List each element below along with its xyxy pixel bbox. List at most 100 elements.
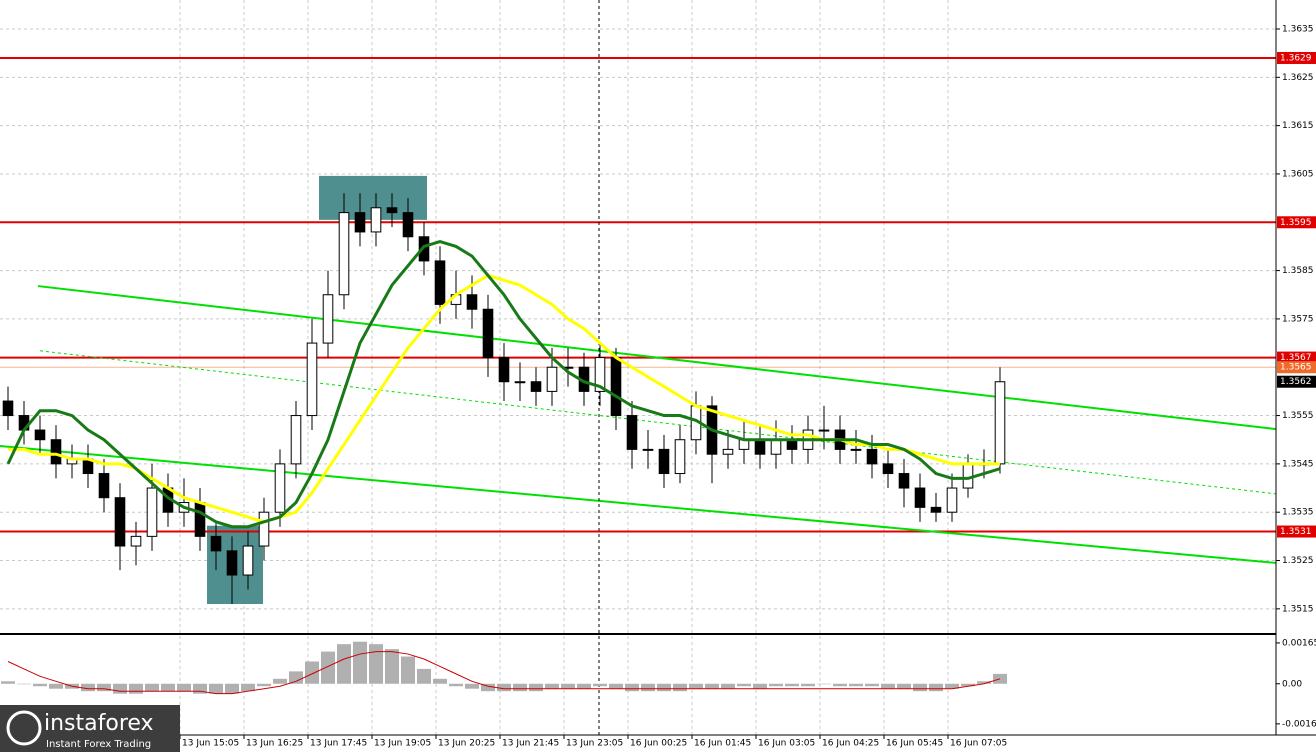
histogram-bar (577, 683, 591, 689)
histogram-bar (465, 683, 479, 689)
level-label: 1.3565 (1280, 363, 1312, 373)
histogram-bar (209, 683, 223, 694)
logo: instaforex Instant Forex Trading (0, 705, 180, 752)
level-label: 1.3531 (1280, 527, 1312, 537)
x-tick-label: 16 Jun 07:05 (950, 739, 1007, 749)
candle-body (546, 366, 558, 392)
histogram-bar (705, 683, 719, 689)
candle-body (370, 207, 382, 233)
candle-body (338, 212, 350, 296)
candle-body (434, 260, 446, 305)
candle-body (386, 207, 398, 214)
histogram-bar (129, 683, 143, 694)
level-label-box (1277, 51, 1316, 64)
level-label-box (1277, 351, 1316, 364)
histogram-bar (257, 683, 271, 687)
x-tick-label: 13 Jun 19:05 (374, 739, 431, 749)
x-tick-label: 16 Jun 03:05 (758, 739, 815, 749)
histogram-bar (849, 683, 863, 687)
histogram-bar (337, 644, 351, 684)
candle-body (306, 342, 318, 417)
candle-body (866, 448, 878, 465)
histogram-bar (961, 683, 975, 687)
candle-body (530, 381, 542, 392)
x-tick-label: 13 Jun 23:05 (566, 739, 623, 749)
candle-body (290, 415, 302, 465)
indicator-tick-label: 0.00165 (1282, 638, 1316, 648)
histogram-bar (625, 683, 639, 692)
candle-body (850, 448, 862, 451)
trend-line (0, 445, 1277, 564)
histogram-bar (49, 683, 63, 689)
histogram-bar (657, 683, 671, 692)
histogram-bar (817, 683, 831, 685)
candle-body (226, 550, 238, 576)
histogram-bar (481, 683, 495, 692)
candle-body (482, 308, 494, 359)
candle-body (722, 448, 734, 455)
candle-body (34, 429, 46, 441)
y-tick-label: 1.3525 (1282, 556, 1314, 566)
candle-body (674, 439, 686, 475)
x-tick-label: 13 Jun 15:05 (182, 739, 239, 749)
histogram-bar (529, 683, 543, 692)
candle-body (130, 535, 142, 547)
x-tick-label: 16 Jun 01:45 (694, 739, 751, 749)
indicator-tick-label: -0.00162 (1282, 719, 1316, 729)
histogram-bar (833, 683, 847, 687)
level-label: 1.3567 (1280, 353, 1312, 363)
histogram-bar (401, 656, 415, 684)
candle-body (354, 212, 366, 233)
x-tick-label: 13 Jun 20:25 (438, 739, 495, 749)
histogram-bar (945, 683, 959, 689)
y-tick-label: 1.3515 (1282, 604, 1314, 614)
candle-body (930, 506, 942, 513)
candle-body (994, 381, 1006, 465)
candle-body (818, 429, 830, 432)
histogram-bar (737, 683, 751, 687)
histogram-bar (305, 661, 319, 684)
last-price-label: 1.3562 (1280, 377, 1312, 387)
histogram-bar (689, 683, 703, 689)
candle-body (274, 463, 286, 513)
candle-body (658, 448, 670, 475)
level-label: 1.3629 (1280, 53, 1312, 63)
y-tick-label: 1.3585 (1282, 266, 1314, 276)
histogram-bar (929, 683, 943, 692)
candle-body (50, 439, 62, 465)
candle-body (514, 381, 526, 384)
candle-body (770, 439, 782, 455)
candle-body (466, 294, 478, 310)
histogram-bar (593, 683, 607, 687)
histogram-bar (97, 683, 111, 692)
x-tick-label: 13 Jun 16:25 (246, 739, 303, 749)
histogram-bar (161, 683, 175, 692)
histogram-bar (273, 678, 287, 684)
histogram-bar (241, 683, 255, 692)
histogram-bar (545, 683, 559, 689)
candle-body (898, 473, 910, 489)
histogram-bar (769, 683, 783, 687)
logo-tagline: Instant Forex Trading (46, 739, 151, 750)
level-label: 1.3595 (1280, 218, 1312, 228)
candle-body (194, 502, 206, 537)
candle-body (882, 463, 894, 475)
histogram-bar (721, 683, 735, 689)
candle-body (418, 236, 430, 262)
moving-average (6, 240, 1001, 529)
level-label-box (1277, 525, 1316, 538)
logo-icon (6, 710, 42, 746)
candle-body (754, 439, 766, 455)
candle-body (498, 357, 510, 383)
histogram-bar (17, 683, 31, 685)
histogram-bar (353, 641, 367, 684)
y-tick-label: 1.3575 (1282, 314, 1314, 324)
histogram-bar (753, 683, 767, 689)
histogram-bar (513, 683, 527, 692)
histogram-bar (865, 683, 879, 687)
y-tick-label: 1.3545 (1282, 459, 1314, 469)
histogram-bar (225, 683, 239, 694)
histogram-bar (881, 683, 895, 689)
